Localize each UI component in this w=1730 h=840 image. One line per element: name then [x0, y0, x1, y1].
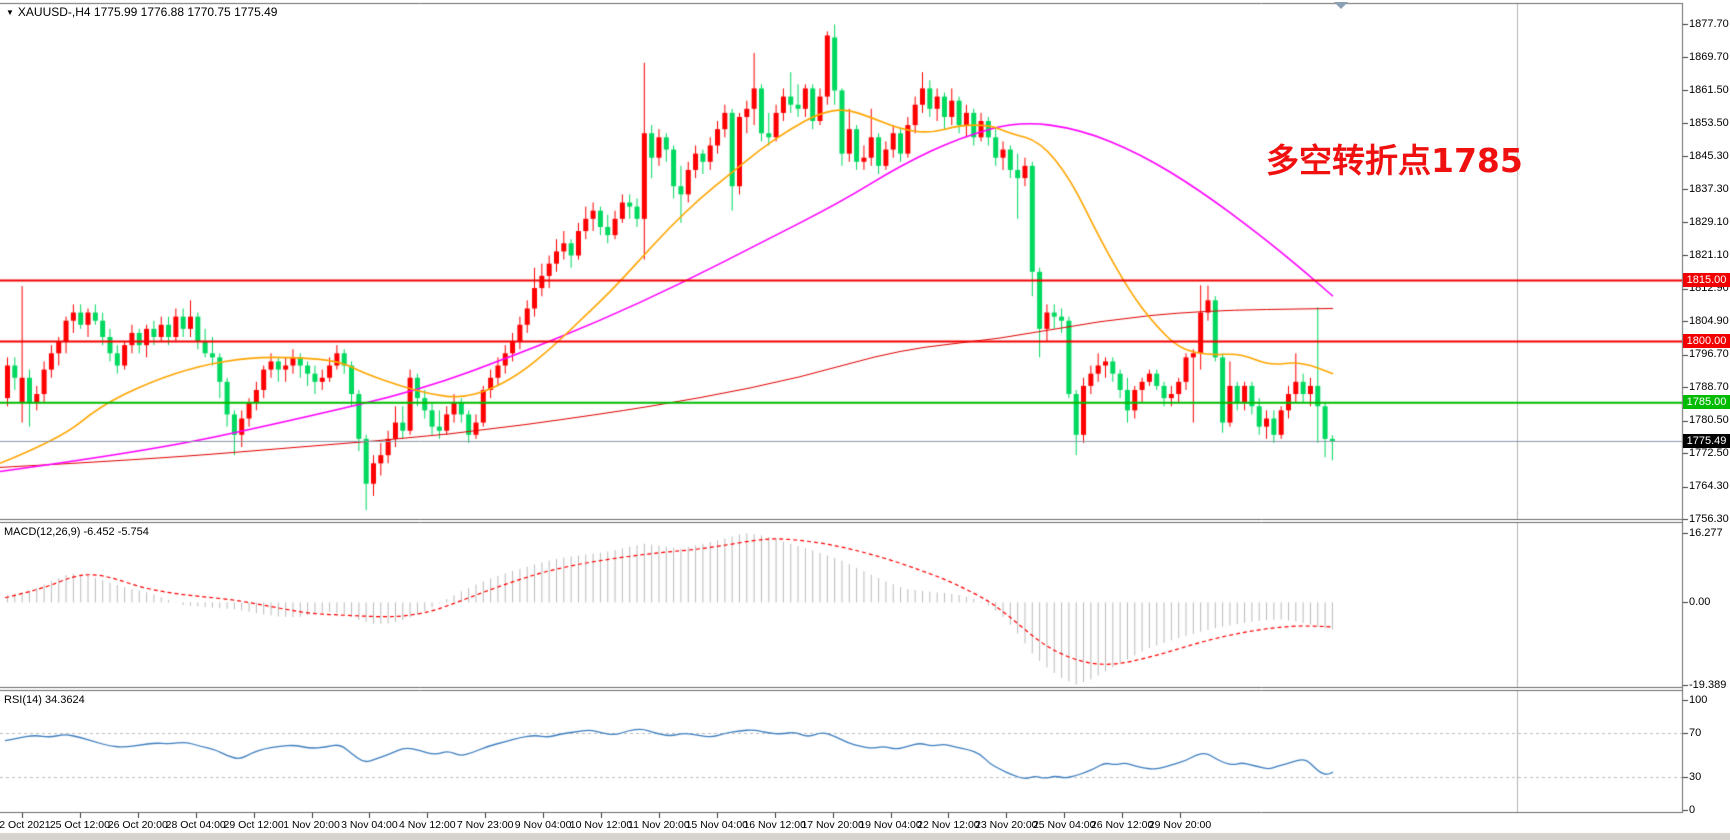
price-axis-tick-label: 1869.70: [1689, 50, 1729, 63]
rsi-axis-tick-label: 100: [1689, 693, 1708, 706]
price-axis-tick-label: 1861.50: [1689, 83, 1729, 96]
time-axis-label: 22 Nov 12:00: [917, 819, 980, 831]
time-axis-label: 9 Nov 04:00: [514, 819, 572, 831]
time-axis-label: 22 Oct 2021: [0, 819, 51, 831]
price-axis-tick-label: 1845.30: [1689, 149, 1729, 162]
time-axis-label: 19 Nov 04:00: [859, 819, 922, 831]
time-axis-label: 3 Nov 04:00: [341, 819, 398, 831]
time-axis-label: 17 Nov 20:00: [801, 819, 864, 831]
macd-axis-tick-label: 0.00: [1689, 595, 1711, 608]
time-axis-label: 1 Nov 20:00: [283, 819, 340, 831]
time-axis-label: 28 Oct 04:00: [165, 819, 226, 831]
chart-annotation: 多空转折点1785: [1266, 141, 1523, 180]
time-axis-label: 25 Oct 12:00: [49, 819, 110, 831]
price-axis-tick-label: 1821.10: [1689, 248, 1729, 261]
price-axis-tick-label: 1837.30: [1689, 182, 1729, 195]
price-axis-tick-label: 1853.50: [1689, 116, 1729, 129]
price-axis-tick-label: 1829.10: [1689, 215, 1729, 228]
price-level-badge: 1785.00: [1683, 395, 1730, 410]
time-axis-label: 29 Oct 12:00: [223, 819, 284, 831]
time-axis-label: 25 Nov 04:00: [1032, 819, 1096, 831]
macd-axis-tick-label: 16.277: [1689, 526, 1723, 539]
price-axis-tick-label: 1804.90: [1689, 314, 1729, 327]
time-axis-label: 4 Nov 12:00: [398, 819, 456, 831]
symbol-header: ▼ XAUUSD-,H4 1775.99 1776.88 1770.75 1775…: [6, 5, 277, 19]
price-level-badge: 1815.00: [1683, 272, 1730, 287]
time-axis-label: 10 Nov 12:00: [569, 819, 633, 831]
price-level-badge: 1775.49: [1683, 433, 1730, 448]
symbol-title: XAUUSD-,H4 1775.99 1776.88 1770.75 1775.…: [17, 5, 278, 19]
price-axis-tick-label: 1877.70: [1689, 17, 1729, 30]
rsi-axis-tick-label: 70: [1689, 726, 1702, 739]
rsi-axis-tick-label: 0: [1689, 803, 1696, 816]
price-axis-tick-label: 1780.50: [1689, 414, 1729, 427]
time-axis-label: 23 Nov 20:00: [975, 819, 1038, 831]
time-axis-label: 26 Nov 12:00: [1090, 819, 1154, 831]
rsi-axis-tick-label: 30: [1689, 770, 1702, 783]
autoscroll-arrow-icon[interactable]: [1334, 2, 1348, 9]
time-axis-label: 11 Nov 20:00: [628, 819, 690, 831]
macd-indicator-label: MACD(12,26,9) -6.452 -5.754: [4, 526, 149, 538]
time-axis-label: 16 Nov 12:00: [743, 819, 806, 831]
time-axis-label: 7 Nov 23:00: [456, 819, 514, 831]
macd-axis-tick-label: -19.389: [1689, 678, 1727, 691]
price-axis-tick-label: 1772.50: [1689, 446, 1729, 459]
time-axis-label: 15 Nov 04:00: [685, 819, 749, 831]
price-axis-tick-label: 1756.30: [1689, 512, 1729, 525]
price-axis-tick-label: 1788.70: [1689, 380, 1729, 393]
rsi-indicator-label: RSI(14) 34.3624: [4, 694, 85, 706]
symbol-dropdown-icon[interactable]: ▼: [6, 8, 14, 17]
price-axis-tick-label: 1796.70: [1689, 348, 1729, 361]
price-axis-tick-label: 1764.30: [1689, 480, 1729, 493]
time-axis-label: 26 Oct 20:00: [107, 819, 168, 831]
time-axis-label: 29 Nov 20:00: [1148, 819, 1212, 831]
price-level-badge: 1800.00: [1683, 334, 1730, 349]
